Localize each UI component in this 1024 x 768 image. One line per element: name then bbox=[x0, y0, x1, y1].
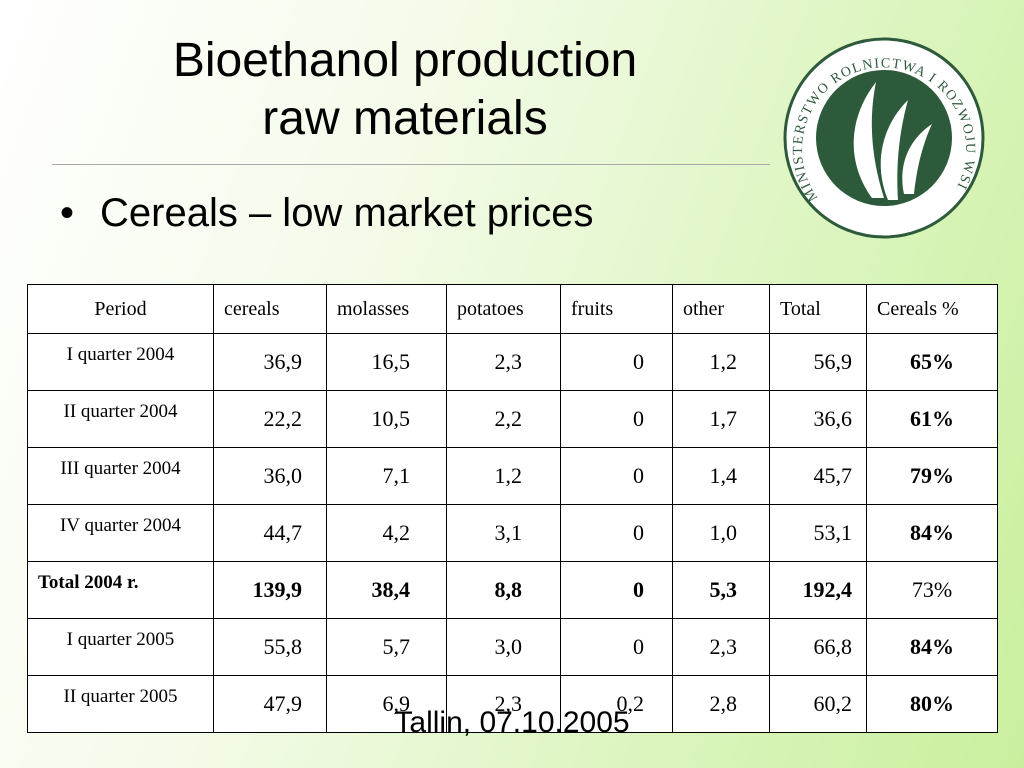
cell-other: 5,3 bbox=[672, 561, 770, 619]
cell-potatoes: 3,0 bbox=[446, 618, 561, 676]
cell-cereals-percent: 61% bbox=[866, 390, 998, 448]
cell-fruits: 0 bbox=[560, 618, 673, 676]
cell-fruits: 0 bbox=[560, 447, 673, 505]
cell-total: 53,1 bbox=[769, 504, 867, 562]
cell-molasses: 5,7 bbox=[326, 618, 447, 676]
header-cereals-percent: Cereals % bbox=[866, 284, 998, 334]
header-total: Total bbox=[769, 284, 867, 334]
header-cereals: cereals bbox=[213, 284, 327, 334]
cell-period: II quarter 2005 bbox=[27, 675, 214, 733]
cell-fruits: 0 bbox=[560, 561, 673, 619]
cell-period: II quarter 2004 bbox=[27, 390, 214, 448]
cell-cereals: 47,9 bbox=[213, 675, 327, 733]
bullet-icon: • bbox=[60, 191, 75, 235]
cell-molasses: 10,5 bbox=[326, 390, 447, 448]
cell-cereals-percent: 73% bbox=[866, 561, 998, 619]
cell-molasses: 7,1 bbox=[326, 447, 447, 505]
cell-potatoes: 3,1 bbox=[446, 504, 561, 562]
cell-cereals: 36,9 bbox=[213, 333, 327, 391]
cell-cereals: 55,8 bbox=[213, 618, 327, 676]
table-row: IV quarter 2004 44,7 4,2 3,1 0 1,0 53,1 … bbox=[27, 504, 998, 562]
cell-total: 60,2 bbox=[769, 675, 867, 733]
production-table: Period cereals molasses potatoes fruits … bbox=[27, 284, 998, 733]
cell-cereals-percent: 84% bbox=[866, 618, 998, 676]
cell-other: 2,3 bbox=[672, 618, 770, 676]
cell-other: 2,8 bbox=[672, 675, 770, 733]
cell-period: Total 2004 r. bbox=[27, 561, 214, 619]
cell-potatoes: 8,8 bbox=[446, 561, 561, 619]
cell-cereals: 44,7 bbox=[213, 504, 327, 562]
cell-potatoes: 2,3 bbox=[446, 333, 561, 391]
cell-other: 1,7 bbox=[672, 390, 770, 448]
cell-potatoes: 2,2 bbox=[446, 390, 561, 448]
cell-cereals: 36,0 bbox=[213, 447, 327, 505]
cell-other: 1,0 bbox=[672, 504, 770, 562]
cell-molasses: 6,9 bbox=[326, 675, 447, 733]
cell-fruits: 0 bbox=[560, 390, 673, 448]
header-other: other bbox=[672, 284, 770, 334]
header-fruits: fruits bbox=[560, 284, 673, 334]
cell-other: 1,4 bbox=[672, 447, 770, 505]
cell-period: IV quarter 2004 bbox=[27, 504, 214, 562]
bullet-text: Cereals – low market prices bbox=[100, 191, 594, 235]
cell-cereals-percent: 79% bbox=[866, 447, 998, 505]
cell-cereals-percent: 84% bbox=[866, 504, 998, 562]
cell-fruits: 0 bbox=[560, 504, 673, 562]
bullet-point: • Cereals – low market prices bbox=[60, 188, 594, 238]
slide-footer: Tallin, 07.10.2005 bbox=[394, 706, 630, 739]
slide-title: Bioethanol production raw materials bbox=[60, 32, 750, 148]
table-row: I quarter 2004 36,9 16,5 2,3 0 1,2 56,9 … bbox=[27, 333, 998, 391]
header-molasses: molasses bbox=[326, 284, 447, 334]
table-row-total: Total 2004 r. 139,9 38,4 8,8 0 5,3 192,4… bbox=[27, 561, 998, 619]
title-divider bbox=[52, 164, 770, 165]
table-header-row: Period cereals molasses potatoes fruits … bbox=[27, 284, 998, 334]
table-row: II quarter 2005 47,9 6,9 2,3 0,2 2,8 60,… bbox=[27, 675, 998, 733]
cell-fruits: 0,2 bbox=[560, 675, 673, 733]
header-potatoes: potatoes bbox=[446, 284, 561, 334]
cell-other: 1,2 bbox=[672, 333, 770, 391]
cell-molasses: 4,2 bbox=[326, 504, 447, 562]
table-row: II quarter 2004 22,2 10,5 2,2 0 1,7 36,6… bbox=[27, 390, 998, 448]
cell-cereals: 22,2 bbox=[213, 390, 327, 448]
cell-total: 36,6 bbox=[769, 390, 867, 448]
cell-cereals-percent: 65% bbox=[866, 333, 998, 391]
header-period: Period bbox=[27, 284, 214, 334]
cell-period: I quarter 2005 bbox=[27, 618, 214, 676]
cell-period: III quarter 2004 bbox=[27, 447, 214, 505]
cell-cereals-percent: 80% bbox=[866, 675, 998, 733]
cell-total: 56,9 bbox=[769, 333, 867, 391]
table-row: III quarter 2004 36,0 7,1 1,2 0 1,4 45,7… bbox=[27, 447, 998, 505]
cell-molasses: 38,4 bbox=[326, 561, 447, 619]
ministry-logo-seal: MINISTERSTWO ROLNICTWA I ROZWOJU WSI bbox=[783, 37, 985, 239]
title-line-1: Bioethanol production bbox=[172, 34, 638, 87]
cell-period: I quarter 2004 bbox=[27, 333, 214, 391]
cell-total: 66,8 bbox=[769, 618, 867, 676]
title-line-2: raw materials bbox=[262, 92, 548, 145]
cell-fruits: 0 bbox=[560, 333, 673, 391]
cell-molasses: 16,5 bbox=[326, 333, 447, 391]
cell-total: 45,7 bbox=[769, 447, 867, 505]
cell-total: 192,4 bbox=[769, 561, 867, 619]
cell-potatoes: 1,2 bbox=[446, 447, 561, 505]
cell-cereals: 139,9 bbox=[213, 561, 327, 619]
table-row: I quarter 2005 55,8 5,7 3,0 0 2,3 66,8 8… bbox=[27, 618, 998, 676]
